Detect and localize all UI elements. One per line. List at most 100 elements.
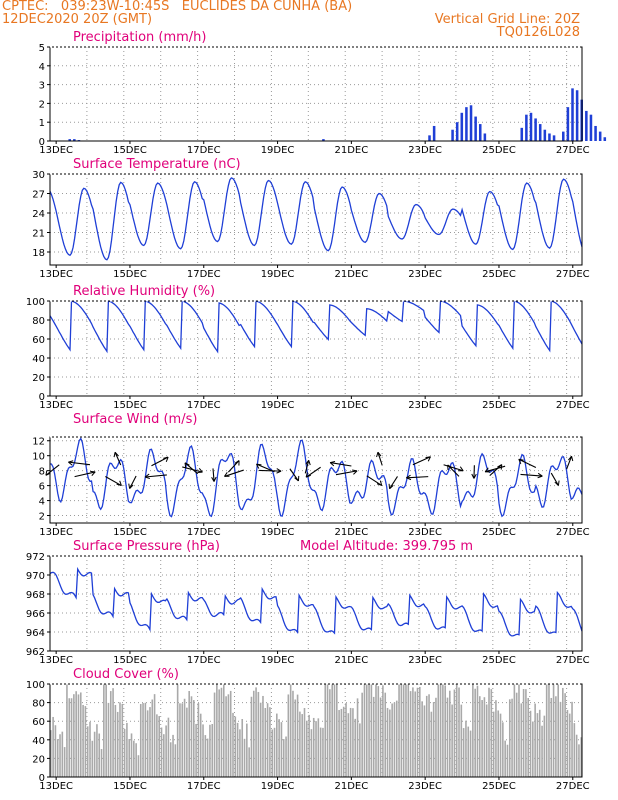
cloud-bar bbox=[511, 698, 513, 777]
y-tick-label: 60 bbox=[32, 717, 45, 728]
wind-arrow-head bbox=[224, 472, 228, 477]
cloud-bar bbox=[312, 717, 315, 777]
wind-arrow bbox=[335, 470, 358, 476]
x-tick-label: 21DEC bbox=[334, 145, 368, 156]
cloud-bar bbox=[181, 703, 184, 777]
wind-arrow bbox=[68, 461, 91, 466]
cloud-bar bbox=[188, 691, 190, 777]
wind-arrow-head bbox=[144, 476, 151, 480]
x-tick-label: 15DEC bbox=[113, 655, 147, 666]
wind-arrow bbox=[447, 464, 460, 477]
cloud-bar bbox=[56, 739, 59, 777]
cloud-bar bbox=[442, 684, 444, 777]
x-tick-label: 27DEC bbox=[556, 781, 590, 792]
series-line bbox=[49, 177, 583, 261]
cloud-bar bbox=[435, 697, 437, 777]
cloud-bar bbox=[462, 728, 465, 777]
cloud-bar bbox=[259, 702, 262, 777]
cloud-bar bbox=[153, 694, 156, 777]
x-tick-label: 15DEC bbox=[113, 781, 147, 792]
cloud-bar bbox=[167, 717, 170, 777]
cloud-bar bbox=[398, 684, 400, 777]
wind-arrow-head bbox=[129, 484, 134, 489]
panel-0: Precipitation (mm/h) 0 1 2 3 4 5 13DEC 15DEC 17DE… bbox=[39, 30, 607, 156]
wind-arrow-head bbox=[163, 456, 169, 459]
cloud-bar bbox=[359, 723, 361, 777]
x-tick-label: 27DEC bbox=[556, 400, 590, 411]
wind-arrow-head bbox=[518, 458, 522, 464]
cloud-bar bbox=[243, 738, 246, 777]
cloud-bar bbox=[66, 684, 68, 777]
cloud-bar bbox=[449, 690, 451, 777]
cloud-bar bbox=[273, 727, 276, 777]
cloud-bar bbox=[292, 690, 294, 777]
precip-bar bbox=[474, 116, 477, 141]
cloud-bar bbox=[386, 707, 389, 777]
cloud-bar bbox=[186, 707, 188, 777]
cloud-bar bbox=[485, 704, 488, 777]
cloud-bar bbox=[266, 703, 269, 777]
cloud-bar bbox=[264, 707, 267, 777]
cloud-bar bbox=[176, 684, 179, 777]
x-tick-label: 15DEC bbox=[113, 145, 147, 156]
y-tick-label: 12 bbox=[32, 437, 45, 448]
wind-arrow bbox=[377, 452, 383, 466]
cloud-bar bbox=[151, 699, 154, 777]
cloud-bar bbox=[202, 724, 204, 777]
wind-arrow bbox=[330, 462, 352, 467]
cloud-bar bbox=[82, 704, 84, 777]
cloud-bar bbox=[488, 687, 490, 777]
wind-arrow-head bbox=[68, 461, 73, 466]
wind-arrow-head bbox=[352, 469, 358, 472]
cloud-bar bbox=[96, 724, 98, 777]
panel-1: Surface Temperature (nC) 18 21 24 27 30 13DEC 1… bbox=[32, 157, 589, 280]
cloud-bar bbox=[541, 725, 543, 777]
wind-arrow-head bbox=[329, 462, 335, 467]
precip-bar bbox=[562, 131, 565, 141]
cloud-bar bbox=[222, 684, 225, 777]
x-tick-label: 15DEC bbox=[113, 269, 147, 280]
cloud-bar bbox=[492, 711, 495, 777]
header-station: CPTEC: 039:23W-10:45S EUCLIDES DA CUNHA … bbox=[2, 0, 353, 14]
cloud-bar bbox=[370, 684, 373, 777]
cloud-bar bbox=[324, 684, 327, 777]
cloud-bar bbox=[137, 755, 140, 777]
cloud-bar bbox=[527, 698, 530, 777]
cloud-bar bbox=[518, 684, 520, 777]
x-tick-label: 23DEC bbox=[408, 655, 442, 666]
cloud-bar bbox=[419, 686, 421, 777]
x-tick-label: 17DEC bbox=[187, 269, 221, 280]
cloud-bar bbox=[372, 696, 375, 777]
cloud-bar bbox=[432, 702, 435, 777]
y-tick-label: 0 bbox=[39, 392, 45, 403]
wind-arrow-head bbox=[406, 477, 412, 481]
wind-arrow-head bbox=[388, 483, 391, 489]
header-model-id: TQ0126L028 bbox=[496, 25, 580, 40]
precip-bar bbox=[598, 131, 602, 141]
wind-arrow-head bbox=[353, 470, 358, 475]
x-tick-label: 19DEC bbox=[261, 269, 295, 280]
x-tick-label: 19DEC bbox=[261, 655, 295, 666]
cloud-bar bbox=[538, 709, 541, 777]
y-tick-label: 2 bbox=[39, 99, 45, 110]
wind-arrow-head bbox=[497, 464, 502, 468]
cloud-bar bbox=[296, 694, 299, 777]
x-tick-label: 17DEC bbox=[187, 145, 221, 156]
model-altitude-label: Model Altitude: 399.795 m bbox=[300, 539, 473, 554]
cloud-bar bbox=[100, 749, 103, 777]
y-tick-label: 24 bbox=[32, 209, 45, 220]
wind-arrow bbox=[212, 468, 215, 482]
cloud-bar bbox=[407, 684, 410, 777]
cloud-bar bbox=[329, 689, 331, 777]
cloud-bar bbox=[190, 696, 193, 777]
y-tick-label: 8 bbox=[39, 467, 45, 478]
wind-arrow bbox=[412, 456, 431, 466]
header-run-time: 12DEC2020 20Z (GMT) bbox=[2, 12, 153, 27]
cloud-bar bbox=[331, 684, 333, 777]
cloud-bar bbox=[54, 725, 57, 777]
cloud-bar bbox=[199, 713, 202, 777]
panel-3: Surface Wind (m/s) 2 4 6 8 10 12 13DEC 15DEC 17DE… bbox=[32, 412, 589, 538]
precip-bar bbox=[73, 139, 76, 141]
cloud-bar bbox=[453, 689, 456, 777]
cloud-bar bbox=[393, 702, 396, 777]
